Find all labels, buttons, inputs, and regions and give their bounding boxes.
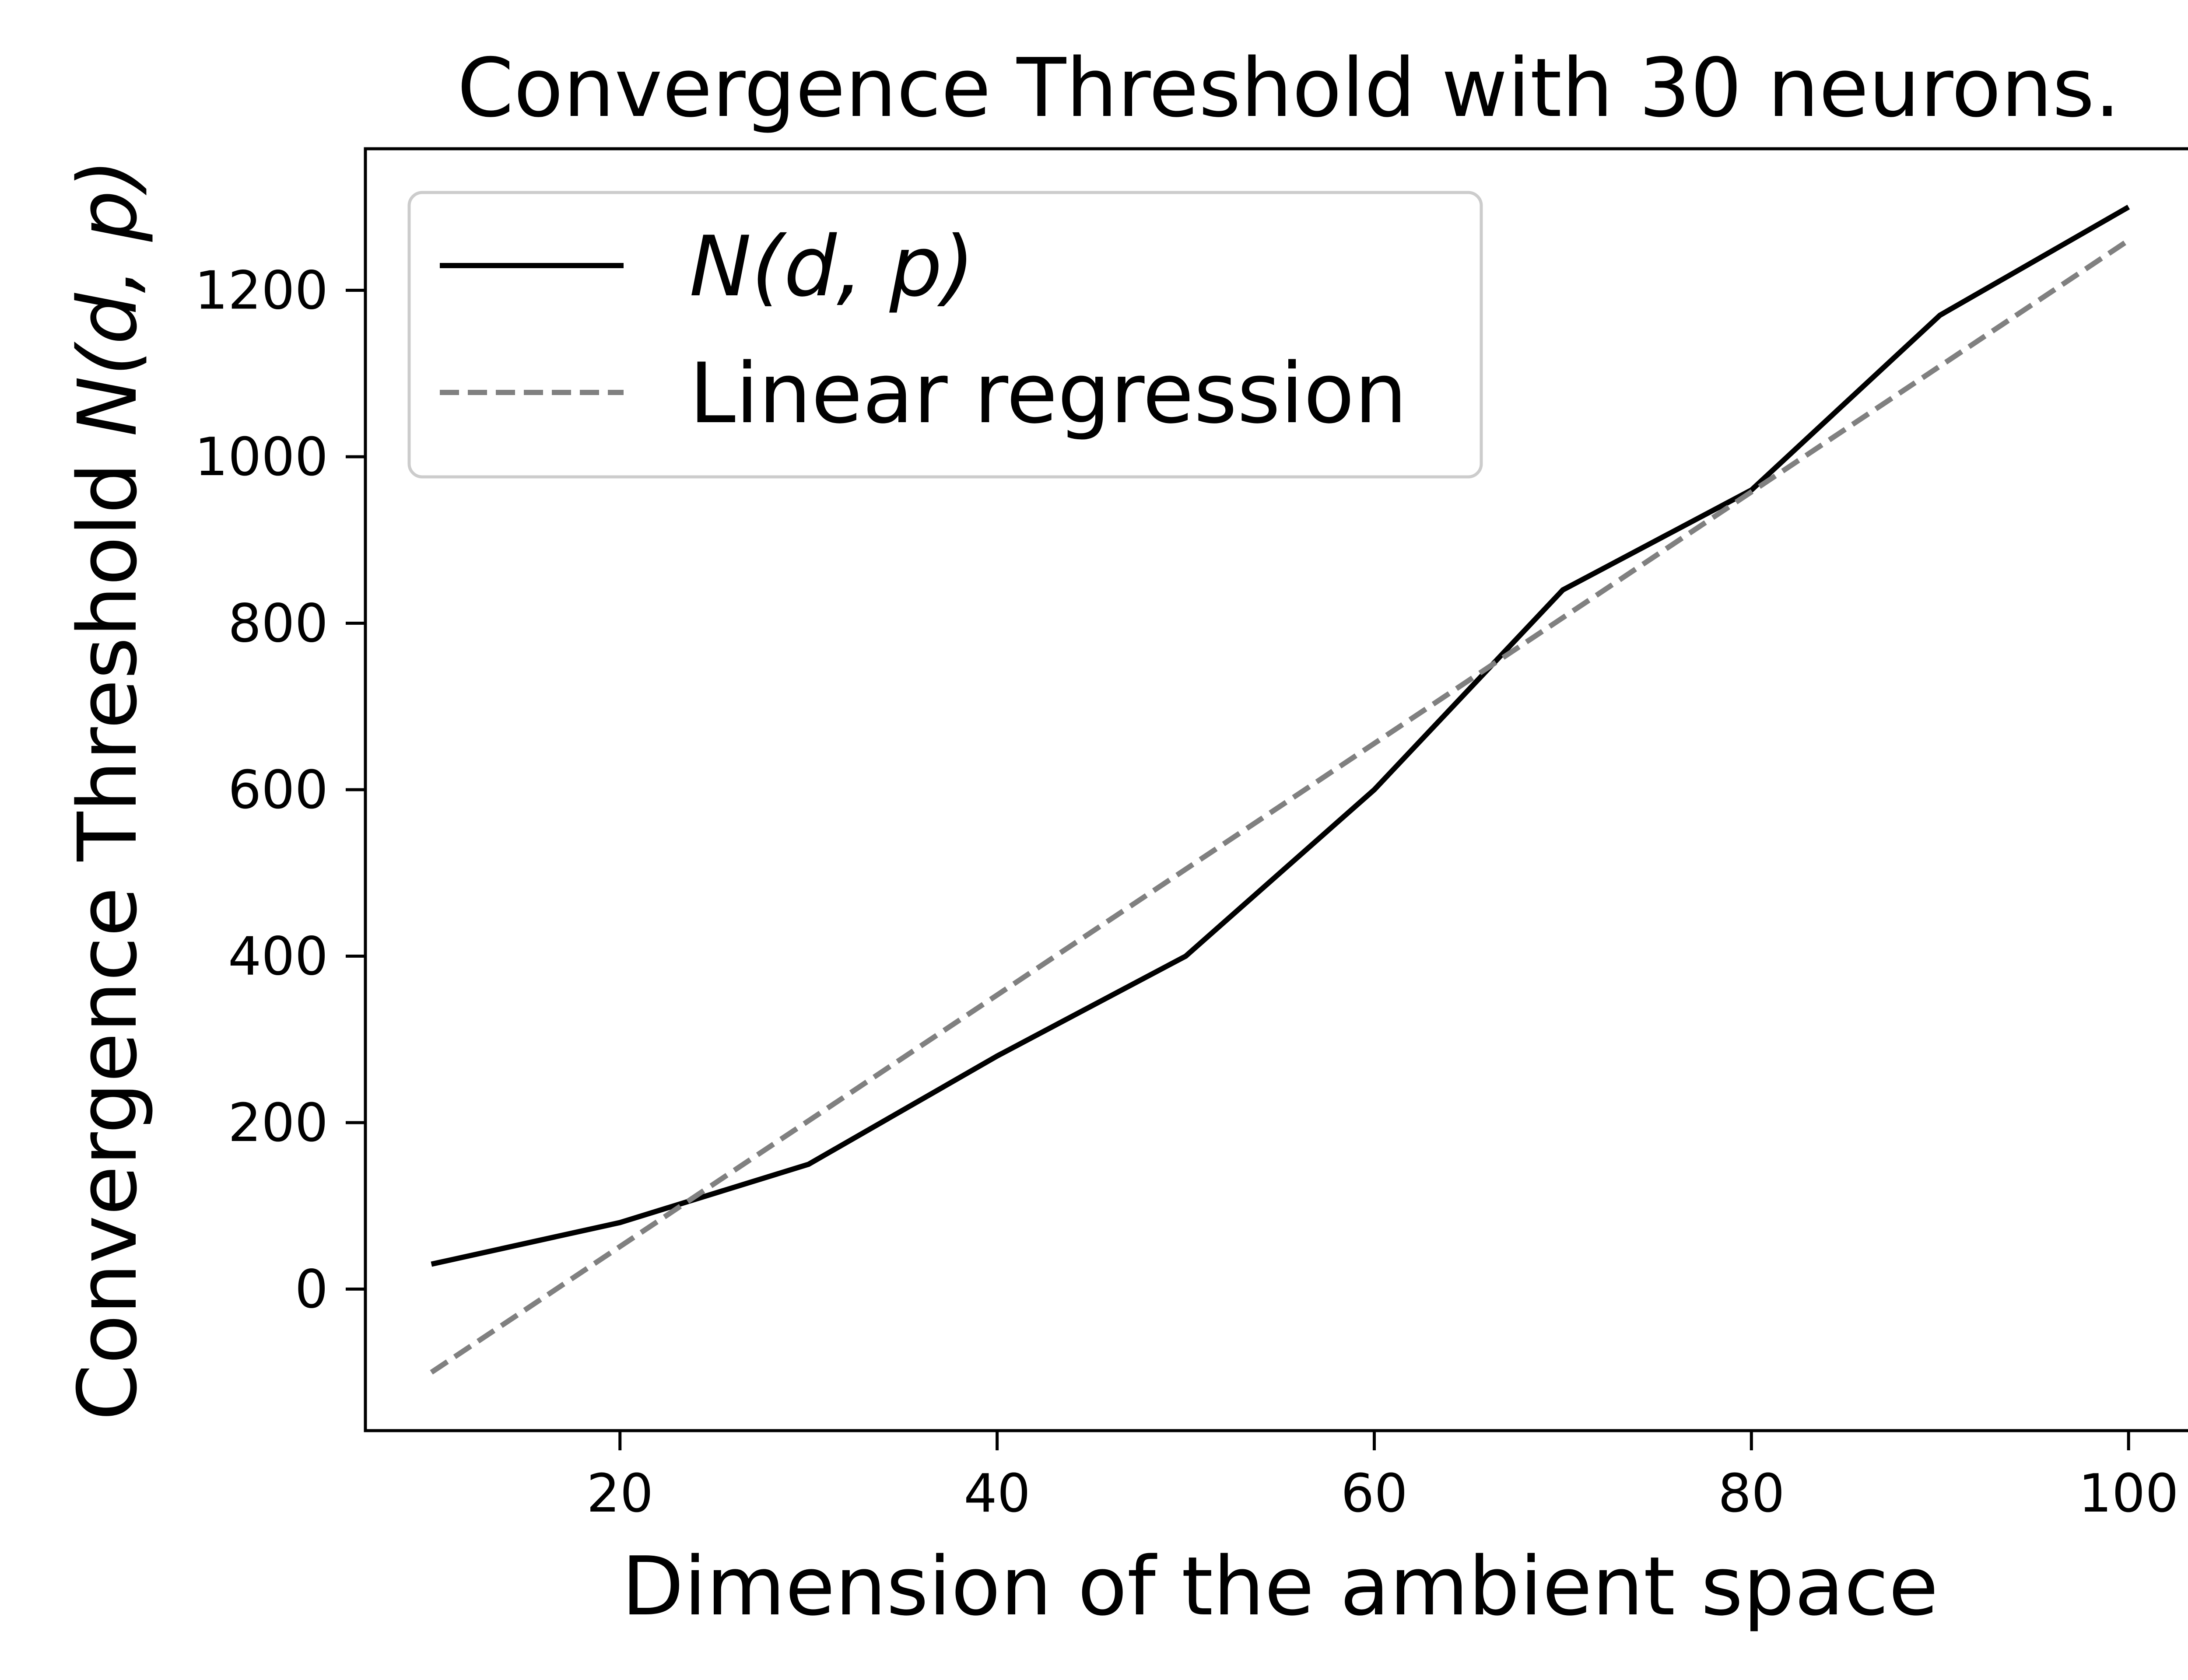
x-tick-label: 40 (964, 1463, 1031, 1524)
legend-label-n: N(d, p) (689, 218, 975, 315)
y-axis-title: Convergence Threshold N(d, p) (60, 159, 155, 1421)
y-tick-label: 1000 (195, 427, 328, 488)
y-tick-label: 600 (228, 760, 328, 821)
legend-box (407, 191, 1483, 479)
y-tick-label: 0 (295, 1260, 328, 1320)
x-tick-label: 100 (2079, 1463, 2179, 1524)
legend: N(d, p) Linear regression (407, 191, 1483, 479)
series-line-0 (431, 204, 2130, 1267)
legend-label-regression: Linear regression (689, 345, 1407, 442)
x-tick-label: 60 (1341, 1463, 1408, 1524)
y-tick-label: 1200 (195, 260, 328, 321)
y-tick-label: 400 (228, 927, 328, 987)
x-tick-label: 80 (1718, 1463, 1785, 1524)
y-tick-label: 200 (228, 1093, 328, 1154)
series-line-1 (430, 238, 2130, 1375)
series-lines (430, 204, 2130, 1375)
y-axis-title-prefix: Convergence Threshold (60, 437, 155, 1421)
x-tick-label: 20 (586, 1463, 653, 1524)
y-tick-label: 800 (228, 593, 328, 654)
chart-title: Convergence Threshold with 30 neurons. (457, 41, 2121, 135)
y-axis-title-math: N(d, p) (60, 159, 155, 437)
x-axis-title: Dimension of the ambient space (621, 1539, 1938, 1634)
